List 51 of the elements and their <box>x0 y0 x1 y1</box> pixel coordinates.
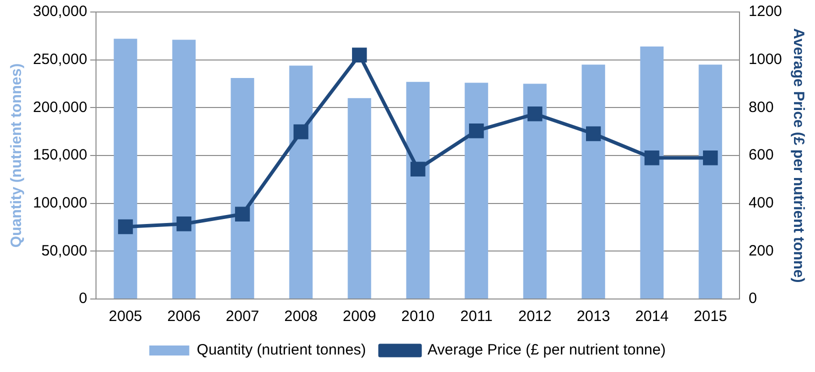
y-tick-label: 100,000 <box>32 194 88 212</box>
bar <box>698 64 722 298</box>
point <box>469 123 484 138</box>
y-tick-label: 200,000 <box>32 98 88 116</box>
y2-tick-label: 200 <box>748 242 774 260</box>
bar <box>523 84 547 298</box>
x-tick-label: 2009 <box>342 308 376 326</box>
legend-label: Quantity (nutrient tonnes) <box>196 342 366 359</box>
x-tick-label: 2008 <box>284 308 318 326</box>
y-tick-label: 0 <box>78 290 88 308</box>
bar <box>582 64 606 298</box>
x-tick-label: 2015 <box>694 308 728 326</box>
x-tick-label: 2011 <box>460 308 493 326</box>
legend-label: Average Price (£ per nutrient tonne) <box>428 342 666 359</box>
point <box>644 150 660 166</box>
bar <box>348 98 372 298</box>
point <box>118 219 133 234</box>
bar <box>464 82 488 298</box>
point <box>235 206 250 222</box>
bar <box>114 38 138 298</box>
y-axis-title: Quantity (nutrient tonnes) <box>8 63 26 248</box>
x-tick-label: 2010 <box>401 308 435 326</box>
point <box>702 150 718 166</box>
point <box>352 48 367 62</box>
y2-tick-label: 800 <box>748 98 774 116</box>
y2-tick-label: 1200 <box>748 3 782 20</box>
y-tick-label: 250,000 <box>32 50 88 68</box>
y-tick-label: 150,000 <box>32 146 88 164</box>
point <box>294 124 308 140</box>
x-tick-label: 2005 <box>108 308 142 326</box>
bar <box>172 40 196 298</box>
x-tick-label: 2006 <box>167 308 201 326</box>
y-tick-label: 50,000 <box>41 242 88 260</box>
y2-tick-label: 1000 <box>748 50 782 68</box>
point <box>410 162 426 177</box>
point <box>586 126 601 142</box>
x-tick-label: 2013 <box>576 308 610 326</box>
y2-tick-label: 0 <box>748 290 757 308</box>
point <box>528 106 542 122</box>
y2-tick-label: 600 <box>748 146 774 164</box>
bar <box>289 66 313 298</box>
bar <box>640 46 664 298</box>
y2-axis-title: Average Price (£ per nutrient tonne) <box>790 28 807 283</box>
bar <box>230 78 254 298</box>
y-tick-label: 300,000 <box>32 3 88 20</box>
y2-tick-label: 400 <box>748 194 774 212</box>
x-tick-label: 2012 <box>518 308 552 326</box>
bar <box>406 82 430 298</box>
x-tick-label: 2007 <box>226 308 260 326</box>
x-tick-label: 2014 <box>635 308 669 326</box>
point <box>176 216 192 232</box>
